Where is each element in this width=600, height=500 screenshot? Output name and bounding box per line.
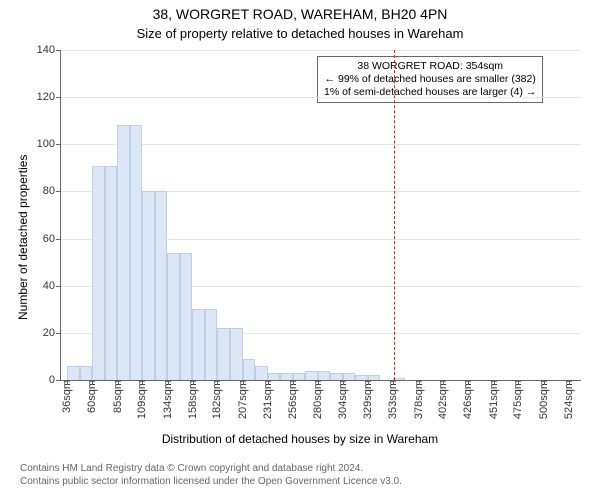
chart-title-description: Size of property relative to detached ho… bbox=[0, 26, 600, 41]
x-tick-mark bbox=[268, 380, 269, 385]
x-tick-mark bbox=[243, 380, 244, 385]
property-marker-line bbox=[394, 50, 395, 380]
x-tick-mark bbox=[419, 380, 420, 385]
x-tick-mark bbox=[293, 380, 294, 385]
x-tick-mark bbox=[142, 380, 143, 385]
x-tick-label: 329sqm bbox=[362, 380, 374, 419]
x-tick-mark bbox=[118, 380, 119, 385]
histogram-bar bbox=[230, 328, 243, 380]
x-tick-mark bbox=[494, 380, 495, 385]
x-tick-label: 500sqm bbox=[538, 380, 550, 419]
histogram-bar bbox=[368, 375, 381, 380]
histogram-bar bbox=[243, 359, 256, 380]
histogram-bar bbox=[280, 373, 293, 380]
x-tick-mark bbox=[368, 380, 369, 385]
x-tick-label: 426sqm bbox=[462, 380, 474, 419]
x-tick-label: 134sqm bbox=[162, 380, 174, 419]
plot-area: 38 WORGRET ROAD: 354sqm ← 99% of detache… bbox=[60, 50, 581, 381]
x-tick-mark bbox=[343, 380, 344, 385]
x-tick-label: 353sqm bbox=[387, 380, 399, 419]
histogram-bar bbox=[180, 253, 193, 380]
x-tick-label: 207sqm bbox=[237, 380, 249, 419]
histogram-bar bbox=[167, 253, 180, 380]
x-tick-label: 378sqm bbox=[413, 380, 425, 419]
x-tick-mark bbox=[518, 380, 519, 385]
histogram-bar bbox=[105, 166, 118, 381]
x-tick-label: 109sqm bbox=[136, 380, 148, 419]
histogram-bar bbox=[318, 371, 331, 380]
x-tick-mark bbox=[193, 380, 194, 385]
histogram-bar bbox=[130, 125, 143, 380]
chart-container: 38, WORGRET ROAD, WAREHAM, BH20 4PN Size… bbox=[0, 0, 600, 500]
x-tick-label: 475sqm bbox=[512, 380, 524, 419]
footer-line-1: Contains HM Land Registry data © Crown c… bbox=[20, 462, 600, 475]
histogram-bar bbox=[217, 328, 230, 380]
x-tick-mark bbox=[393, 380, 394, 385]
histogram-bar bbox=[80, 366, 93, 380]
x-tick-label: 402sqm bbox=[437, 380, 449, 419]
x-tick-mark bbox=[92, 380, 93, 385]
x-tick-label: 182sqm bbox=[211, 380, 223, 419]
histogram-bar bbox=[330, 373, 343, 380]
histogram-bar bbox=[67, 366, 80, 380]
histogram-bar bbox=[268, 373, 281, 380]
y-axis-label: Number of detached properties bbox=[16, 155, 30, 320]
histogram-bar bbox=[92, 166, 105, 381]
histogram-bar bbox=[343, 373, 356, 380]
x-tick-label: 304sqm bbox=[337, 380, 349, 419]
x-tick-mark bbox=[569, 380, 570, 385]
histogram-bar bbox=[293, 373, 306, 380]
histogram-bar bbox=[192, 309, 205, 380]
x-tick-mark bbox=[544, 380, 545, 385]
chart-title-address: 38, WORGRET ROAD, WAREHAM, BH20 4PN bbox=[0, 6, 600, 22]
x-tick-label: 231sqm bbox=[262, 380, 274, 419]
grid-line bbox=[61, 50, 581, 51]
chart-footer: Contains HM Land Registry data © Crown c… bbox=[0, 462, 600, 488]
histogram-bar bbox=[205, 309, 218, 380]
histogram-bar bbox=[142, 191, 155, 380]
x-tick-label: 158sqm bbox=[187, 380, 199, 419]
footer-line-2: Contains public sector information licen… bbox=[20, 475, 600, 488]
x-tick-mark bbox=[168, 380, 169, 385]
x-tick-label: 256sqm bbox=[287, 380, 299, 419]
histogram-bar bbox=[117, 125, 130, 380]
x-tick-label: 451sqm bbox=[488, 380, 500, 419]
histogram-bar bbox=[155, 191, 168, 380]
histogram-bar bbox=[305, 371, 318, 380]
histogram-bar bbox=[355, 375, 368, 380]
x-tick-mark bbox=[217, 380, 218, 385]
x-tick-mark bbox=[67, 380, 68, 385]
grid-line bbox=[61, 97, 581, 98]
histogram-bar bbox=[255, 366, 268, 380]
x-tick-mark bbox=[443, 380, 444, 385]
x-tick-label: 524sqm bbox=[563, 380, 575, 419]
x-tick-mark bbox=[468, 380, 469, 385]
x-axis-label: Distribution of detached houses by size … bbox=[0, 432, 600, 446]
x-tick-label: 280sqm bbox=[312, 380, 324, 419]
annotation-line-2: ← 99% of detached houses are smaller (38… bbox=[324, 73, 536, 86]
annotation-line-1: 38 WORGRET ROAD: 354sqm bbox=[324, 60, 536, 73]
x-tick-mark bbox=[318, 380, 319, 385]
